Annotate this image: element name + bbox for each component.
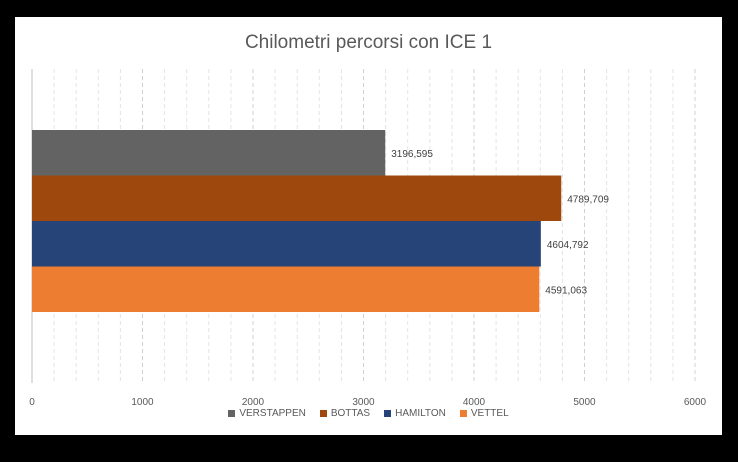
- bar-hamilton: [32, 221, 541, 267]
- x-tick-label: 5000: [573, 397, 596, 408]
- legend-item: BOTTAS: [319, 408, 371, 419]
- legend-label: VERSTAPPEN: [239, 408, 306, 419]
- legend-swatch: [384, 410, 392, 417]
- x-tick-label: 3000: [352, 397, 375, 408]
- plot-area: 3196,595 4789,709 4604,792 4591,063 0 1000 200…: [29, 69, 707, 408]
- x-tick-label: 6000: [684, 397, 707, 408]
- x-tick-label: 2000: [242, 397, 265, 408]
- legend-item: VETTEL: [459, 408, 509, 419]
- data-label: 4604,792: [547, 240, 589, 251]
- legend: VERSTAPPEN BOTTAS HAMILTON VETTEL: [15, 408, 722, 419]
- bar-verstappen: [32, 130, 386, 176]
- legend-item: HAMILTON: [384, 408, 446, 419]
- chart-title: Chilometri percorsi con ICE 1: [244, 32, 493, 53]
- legend-label: BOTTAS: [330, 408, 371, 419]
- data-label: 3196,595: [391, 149, 433, 160]
- legend-label: HAMILTON: [395, 408, 446, 419]
- x-tick-label: 0: [29, 397, 35, 408]
- legend-swatch: [228, 410, 236, 417]
- x-tick-label: 4000: [463, 397, 486, 408]
- x-tick-label: 1000: [131, 397, 154, 408]
- legend-label: VETTEL: [470, 408, 509, 419]
- bar-vettel: [32, 266, 540, 312]
- bar-bottas: [32, 175, 562, 221]
- legend-swatch: [459, 410, 467, 417]
- chart-frame: Chilometri percorsi con ICE 1 3196,595 47…: [15, 17, 722, 435]
- legend-item: VERSTAPPEN: [228, 408, 306, 419]
- data-label: 4789,709: [567, 194, 609, 205]
- data-label: 4591,063: [545, 285, 587, 296]
- legend-swatch: [319, 410, 327, 417]
